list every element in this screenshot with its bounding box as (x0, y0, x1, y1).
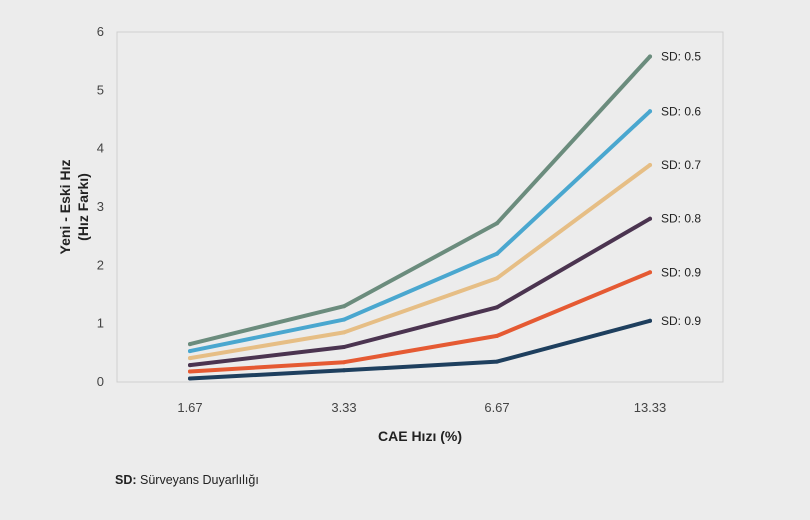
data-point (495, 305, 499, 310)
x-tick-label: 1.67 (177, 400, 202, 415)
y-tick-label: 6 (97, 24, 104, 39)
series-label: SD: 0.6 (661, 104, 701, 118)
data-point (648, 318, 652, 323)
y-tick-label: 0 (97, 374, 104, 389)
y-tick-label: 2 (97, 257, 104, 272)
series-label: SD: 0.5 (661, 50, 701, 64)
series-label: SD: 0.7 (661, 158, 701, 172)
y-axis-ticks: 0 1 2 3 4 5 6 (97, 24, 104, 389)
series-label: SD: 0.9 (661, 265, 701, 279)
data-point (188, 376, 192, 381)
y-axis-title-line-1: Yeni - Eski Hız (57, 160, 73, 255)
data-point (495, 359, 499, 364)
plot-area-frame (116, 31, 724, 383)
x-tick-label: 3.33 (331, 400, 356, 415)
data-point (648, 54, 652, 59)
series-line (188, 109, 652, 354)
series-line (188, 163, 652, 361)
data-point (342, 360, 346, 365)
data-point (495, 251, 499, 256)
data-point (188, 369, 192, 374)
data-point (188, 342, 192, 347)
series-label: SD: 0.9 (661, 314, 701, 328)
series-line (188, 318, 652, 381)
series-line (188, 270, 652, 374)
footnote-text: Sürveyans Duyarlılığı (136, 473, 259, 487)
data-point (342, 345, 346, 349)
x-axis-ticks: 1.67 3.33 6.67 13.33 (177, 400, 666, 415)
x-tick-label: 13.33 (634, 400, 667, 415)
data-point (188, 349, 192, 354)
y-axis-title: Yeni - Eski Hız (Hız Farkı) (57, 160, 91, 255)
footnote: SD: Sürveyans Duyarlılığı (115, 473, 259, 487)
y-tick-label: 5 (97, 82, 104, 97)
data-point (342, 304, 346, 309)
data-point (495, 333, 499, 338)
y-axis-title-line-2: (Hız Farkı) (75, 173, 91, 241)
y-tick-label: 4 (97, 141, 104, 156)
data-point (342, 368, 346, 373)
series-line (188, 54, 652, 347)
data-point (648, 163, 652, 167)
y-tick-label: 1 (97, 316, 104, 331)
series-lines (188, 54, 652, 381)
series-line (188, 216, 652, 368)
footnote-abbreviation: SD: (115, 473, 137, 487)
data-point (342, 330, 346, 335)
data-point (648, 216, 652, 221)
data-point (495, 276, 499, 281)
data-point (495, 221, 499, 226)
series-label: SD: 0.8 (661, 212, 701, 226)
x-tick-label: 6.67 (484, 400, 509, 415)
series-labels: SD: 0.5 SD: 0.6 SD: 0.7 SD: 0.8 SD: 0.9 SD: 0… (661, 50, 701, 328)
data-point (188, 363, 192, 368)
data-point (342, 317, 346, 322)
y-tick-label: 3 (97, 199, 104, 214)
data-point (648, 109, 652, 114)
x-axis-title: CAE Hızı (%) (378, 428, 462, 444)
data-point (648, 270, 652, 275)
data-point (188, 356, 192, 361)
